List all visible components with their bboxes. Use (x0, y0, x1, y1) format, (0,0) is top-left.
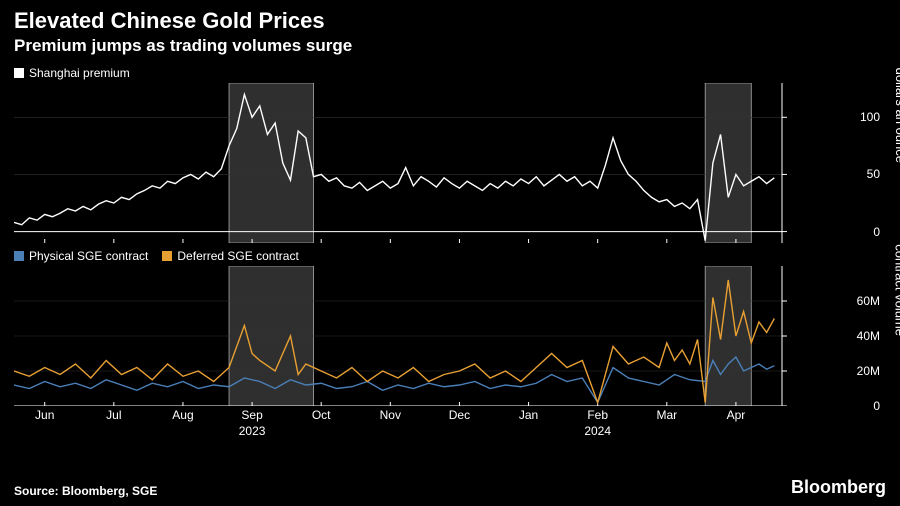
top-legend: Shanghai premium (14, 60, 886, 83)
x-tick-label: Oct (312, 408, 331, 422)
chart-header: Elevated Chinese Gold Prices Premium jum… (0, 0, 900, 60)
x-tick-label: Aug (172, 408, 193, 422)
legend-label: Shanghai premium (29, 66, 130, 80)
legend-swatch (14, 68, 24, 78)
legend-item: Physical SGE contract (14, 249, 148, 263)
chart-subtitle: Premium jumps as trading volumes surge (14, 36, 886, 56)
legend-label: Physical SGE contract (29, 249, 148, 263)
x-year-label: 2023 (239, 424, 266, 438)
y-tick-label: 20M (857, 364, 880, 378)
top-chart-block: Shanghai premium 050100 dollars an ounce (14, 60, 886, 243)
x-tick-label: Mar (656, 408, 677, 422)
y-tick-label: 0 (873, 225, 880, 239)
legend-item: Shanghai premium (14, 66, 130, 80)
bottom-y-axis-label: contract volume (893, 244, 900, 336)
legend-label: Deferred SGE contract (177, 249, 298, 263)
footer: Source: Bloomberg, SGE Bloomberg (14, 477, 886, 498)
bottom-legend: Physical SGE contract Deferred SGE contra… (14, 243, 886, 266)
x-tick-label: Sep (241, 408, 262, 422)
x-axis: Jun Jul Aug Sep Oct Nov Dec Jan Feb Mar Apr 2023 202… (14, 406, 826, 444)
y-tick-label: 0 (873, 399, 880, 413)
chart-title: Elevated Chinese Gold Prices (14, 8, 886, 34)
x-tick-label: Apr (727, 408, 746, 422)
bottom-chart: 020M40M60M contract volume (14, 266, 886, 406)
x-tick-label: Jun (35, 408, 54, 422)
y-tick-label: 100 (860, 110, 880, 124)
series-premium (14, 94, 774, 240)
y-tick-label: 50 (867, 167, 880, 181)
x-tick-label: Jul (106, 408, 121, 422)
legend-swatch (14, 251, 24, 261)
x-year-label: 2024 (584, 424, 611, 438)
x-tick-label: Nov (380, 408, 401, 422)
source-text: Source: Bloomberg, SGE (14, 484, 157, 498)
y-tick-label: 60M (857, 294, 880, 308)
bottom-chart-block: Physical SGE contract Deferred SGE contra… (14, 243, 886, 406)
legend-swatch (162, 251, 172, 261)
highlight-region (705, 83, 751, 243)
x-tick-label: Jan (519, 408, 538, 422)
x-tick-label: Dec (449, 408, 470, 422)
x-tick-label: Feb (587, 408, 608, 422)
top-y-axis-label: dollars an ounce (893, 68, 900, 163)
brand-text: Bloomberg (791, 477, 886, 498)
top-chart: 050100 dollars an ounce (14, 83, 886, 243)
legend-item: Deferred SGE contract (162, 249, 298, 263)
y-tick-label: 40M (857, 329, 880, 343)
